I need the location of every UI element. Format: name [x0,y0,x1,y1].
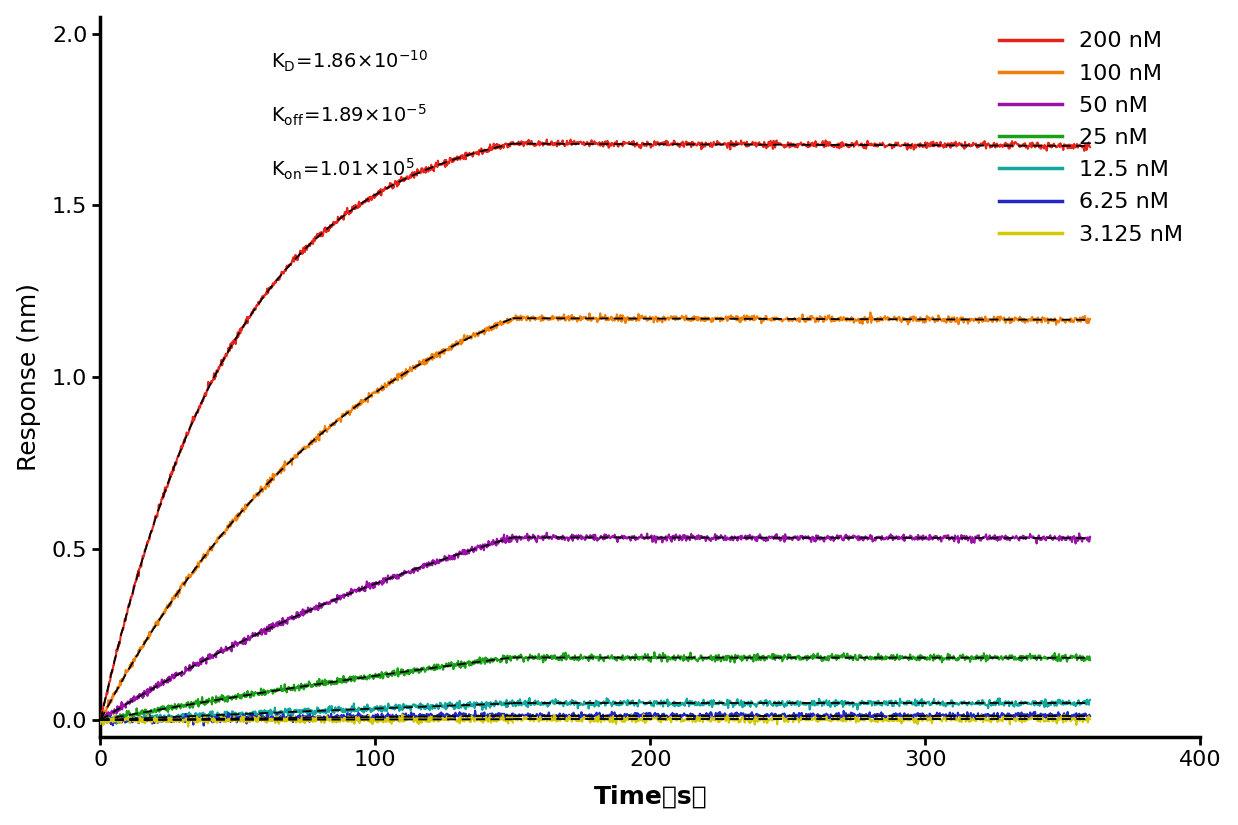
Legend: 200 nM, 100 nM, 50 nM, 25 nM, 12.5 nM, 6.25 nM, 3.125 nM: 200 nM, 100 nM, 50 nM, 25 nM, 12.5 nM, 6… [999,31,1184,245]
Text: $\mathrm{K_{off}\!=\!1.89\!\times\!10^{-5}}$: $\mathrm{K_{off}\!=\!1.89\!\times\!10^{-… [271,103,426,129]
Text: $\mathrm{K_{on}\!=\!1.01\!\times\!10^{5}}$: $\mathrm{K_{on}\!=\!1.01\!\times\!10^{5}… [271,158,415,182]
Text: $\mathrm{K_D\!=\!1.86\!\times\!10^{-10}}$: $\mathrm{K_D\!=\!1.86\!\times\!10^{-10}}… [271,50,428,74]
Y-axis label: Response (nm): Response (nm) [16,283,41,471]
X-axis label: Time（s）: Time（s） [593,785,707,808]
